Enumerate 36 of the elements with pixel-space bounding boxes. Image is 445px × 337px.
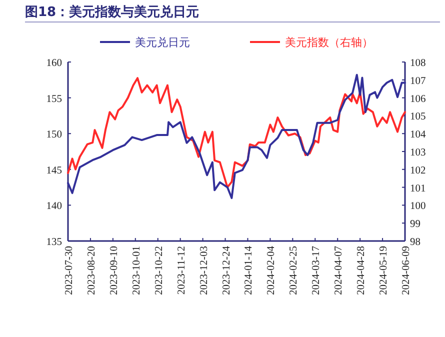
x-tick-label: 2023-12-03	[198, 246, 210, 295]
x-tick-label: 2024-04-28	[356, 246, 368, 295]
y2-tick-label: 108	[410, 58, 426, 69]
y-tick-label: 160	[46, 58, 62, 69]
x-tick-label: 2023-10-01	[131, 246, 142, 295]
y2-tick-label: 105	[410, 112, 426, 123]
y2-tick-label: 103	[410, 148, 426, 158]
y-tick-label: 145	[46, 165, 62, 176]
x-tick-label: 2024-01-14	[244, 245, 255, 295]
legend-label: 美元兑日元	[135, 36, 190, 49]
x-tick-label: 2024-02-04	[266, 245, 278, 295]
x-tick-label: 2023-07-30	[64, 246, 75, 295]
y-tick-label: 140	[46, 201, 62, 212]
y2-tick-label: 99	[410, 219, 420, 230]
y2-tick-label: 104	[410, 130, 426, 141]
y-tick-label: 135	[46, 237, 62, 248]
y-tick-label: 150	[46, 130, 62, 141]
legend-label: 美元指数（右轴）	[285, 36, 373, 49]
x-tick-label: 2024-04-07	[334, 246, 345, 295]
x-tick-label: 2024-02-25	[288, 246, 300, 295]
y-tick-label: 155	[46, 94, 62, 105]
y2-tick-label: 100	[410, 201, 426, 212]
x-tick-label: 2024-06-09	[401, 246, 412, 295]
x-tick-label: 2023-09-10	[108, 246, 120, 295]
y2-tick-label: 98	[410, 237, 420, 248]
y2-tick-label: 106	[410, 94, 426, 105]
y2-tick-label: 101	[410, 183, 426, 194]
y2-tick-label: 107	[410, 76, 426, 87]
y2-tick-label: 102	[410, 165, 426, 176]
chart-title: 图18：美元指数与美元兑日元	[25, 4, 200, 20]
x-tick-label: 2024-05-19	[378, 246, 390, 295]
x-tick-label: 2024-03-17	[311, 246, 322, 295]
x-tick-label: 2023-11-12	[176, 246, 188, 295]
x-tick-label: 2023-10-22	[154, 246, 165, 295]
x-tick-label: 2023-12-24	[221, 245, 232, 295]
x-tick-label: 2023-08-20	[86, 246, 98, 295]
